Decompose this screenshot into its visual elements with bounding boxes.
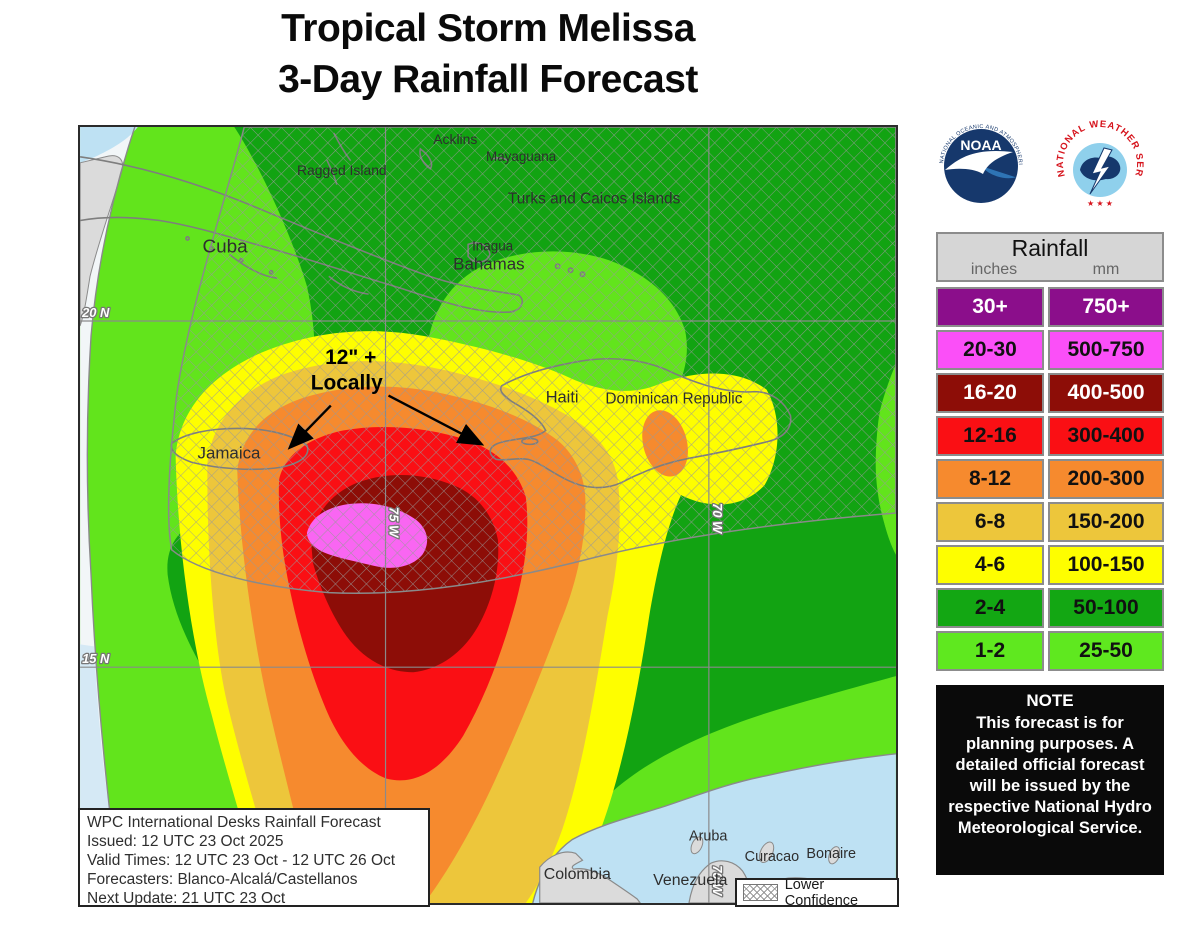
legend-cell-mm: 50-100	[1048, 588, 1164, 628]
water-topleft	[80, 127, 138, 163]
label-bahamas: Bahamas	[453, 254, 524, 273]
info-line-1: WPC International Desks Rainfall Forecas…	[87, 814, 381, 831]
note-box: NOTE This forecast is for planning purpo…	[936, 685, 1164, 875]
legend-col-mm: mm	[1092, 260, 1120, 278]
rainfall-legend: Rainfall inches mm 30+ 750+ 20-30 500-75…	[936, 232, 1164, 674]
label-inagua: Inagua	[472, 238, 514, 253]
noaa-logo: NATIONAL OCEANIC AND ATMOSPHERIC ADMINIS…	[930, 114, 1029, 219]
legend-cell-mm: 150-200	[1048, 502, 1164, 542]
domain-edge-bottomright	[532, 753, 896, 903]
info-line-2: Issued: 12 UTC 23 Oct 2025	[87, 832, 284, 850]
label-jamaica: Jamaica	[197, 443, 261, 462]
noaa-logo-icon: NATIONAL OCEANIC AND ATMOSPHERIC ADMINIS…	[930, 114, 1028, 213]
lower-confidence-key: Lower Confidence	[735, 876, 899, 909]
legend-cell-mm: 400-500	[1048, 373, 1164, 413]
forecast-map: 20 N 15 N 75 W 70 W 70 W Acklins Mayagua…	[78, 125, 899, 909]
svg-text:NOAA: NOAA	[960, 137, 1001, 153]
label-turks-caicos: Turks and Caicos Islands	[508, 191, 681, 208]
map-canvas: 20 N 15 N 75 W 70 W 70 W Acklins Mayagua…	[80, 127, 896, 903]
info-line-3: Valid Times: 12 UTC 23 Oct - 12 UTC 26 O…	[87, 851, 396, 869]
label-haiti: Haiti	[546, 389, 579, 407]
water-left-strip	[80, 644, 110, 814]
legend-cell-inches: 30+	[936, 287, 1044, 327]
grid-label-70w-south: 70 W	[710, 865, 725, 897]
legend-cell-mm: 100-150	[1048, 545, 1164, 585]
label-bonaire: Bonaire	[806, 846, 856, 862]
land-colombia	[539, 851, 641, 903]
label-mayaguana: Mayaguana	[486, 149, 557, 164]
note-title: NOTE	[1026, 691, 1074, 710]
annotation-12in-locally: 12" + Locally	[287, 346, 485, 450]
lower-confidence-label: Lower Confidence	[784, 876, 859, 909]
island-curacao	[758, 841, 775, 863]
nws-logo: NATIONAL WEATHER SERVICE ★ ★ ★	[1048, 110, 1148, 219]
legend-cell-inches: 20-30	[936, 330, 1044, 370]
legend-header: Rainfall inches mm	[936, 232, 1164, 282]
grid-label-70w: 70 W	[710, 503, 725, 535]
outside-strip	[80, 127, 135, 814]
svg-text:★ ★ ★: ★ ★ ★	[1087, 199, 1113, 208]
legend-cell-mm: 300-400	[1048, 416, 1164, 456]
label-acklins: Acklins	[433, 131, 477, 147]
lower-confidence-region	[167, 127, 896, 595]
legend-row: 20-30 500-750	[936, 330, 1164, 370]
note-body: This forecast is for planning purposes. …	[948, 714, 1152, 837]
coast-cay-1	[185, 236, 190, 241]
legend-row: 2-4 50-100	[936, 588, 1164, 628]
hatch-swatch-icon	[743, 884, 778, 901]
legend-cell-inches: 16-20	[936, 373, 1044, 413]
place-labels: Acklins Mayaguana Ragged Island Turks an…	[197, 131, 856, 889]
grid-label-75w: 75 W	[387, 507, 402, 539]
annotation-line-1: 12" +	[325, 346, 376, 369]
legend-cell-mm: 500-750	[1048, 330, 1164, 370]
forecast-info-box: WPC International Desks Rainfall Forecas…	[78, 808, 430, 907]
grid-label-15n: 15 N	[82, 651, 110, 666]
legend-cell-inches: 12-16	[936, 416, 1044, 456]
legend-cell-inches: 1-2	[936, 631, 1044, 671]
legend-row: 16-20 400-500	[936, 373, 1164, 413]
domain-edge-left	[86, 127, 136, 814]
title-line-1: Tropical Storm Melissa	[281, 7, 695, 50]
legend-cell-inches: 8-12	[936, 459, 1044, 499]
legend-cell-inches: 6-8	[936, 502, 1044, 542]
water-bottomright	[532, 753, 896, 903]
legend-cell-mm: 25-50	[1048, 631, 1164, 671]
legend-cell-inches: 4-6	[936, 545, 1044, 585]
legend-col-inches: inches	[970, 260, 1018, 278]
title-line-2: 3-Day Rainfall Forecast	[278, 57, 698, 101]
info-line-4: Forecasters: Blanco-Alcalá/Castellanos	[87, 870, 358, 888]
legend-title: Rainfall	[1011, 235, 1089, 261]
legend-row: 6-8 150-200	[936, 502, 1164, 542]
annotation-line-2: Locally	[311, 372, 383, 395]
page-title: Tropical Storm Melissa 3-Day Rainfall Fo…	[78, 4, 898, 105]
annotation-arrow-jamaica	[287, 404, 332, 450]
nws-logo-icon: NATIONAL WEATHER SERVICE ★ ★ ★	[1048, 110, 1147, 213]
legend-cell-inches: 2-4	[936, 588, 1044, 628]
label-curacao: Curacao	[745, 849, 799, 865]
legend-cell-mm: 750+	[1048, 287, 1164, 327]
legend-row: 12-16 300-400	[936, 416, 1164, 456]
island-aruba	[690, 836, 704, 855]
info-line-5: Next Update: 21 UTC 23 Oct	[87, 889, 286, 907]
annotation-arrow-haiti	[387, 394, 485, 446]
legend-cell-mm: 200-300	[1048, 459, 1164, 499]
legend-row: 8-12 200-300	[936, 459, 1164, 499]
legend-row: 1-2 25-50	[936, 631, 1164, 671]
label-dominican-republic: Dominican Republic	[605, 391, 742, 408]
grid-labels: 20 N 15 N 75 W 70 W 70 W	[80, 304, 726, 899]
grid-label-20n: 20 N	[81, 305, 110, 320]
label-aruba: Aruba	[689, 828, 728, 844]
label-cuba: Cuba	[202, 236, 248, 257]
legend-row: 4-6 100-150	[936, 545, 1164, 585]
label-ragged-island: Ragged Island	[297, 162, 387, 178]
legend-row: 30+ 750+	[936, 287, 1164, 327]
island-bonaire	[828, 846, 841, 865]
label-venezuela: Venezuela	[653, 872, 727, 889]
label-colombia: Colombia	[544, 866, 611, 883]
